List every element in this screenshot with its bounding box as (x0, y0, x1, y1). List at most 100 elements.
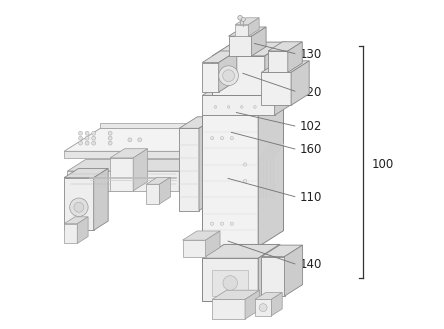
Polygon shape (262, 245, 303, 257)
Polygon shape (275, 82, 296, 115)
Polygon shape (67, 160, 197, 171)
Circle shape (108, 131, 112, 135)
Polygon shape (258, 99, 284, 247)
Polygon shape (202, 95, 275, 115)
Polygon shape (229, 27, 266, 36)
Polygon shape (255, 299, 271, 316)
Polygon shape (110, 158, 133, 191)
Circle shape (108, 136, 112, 140)
Polygon shape (291, 61, 309, 105)
Polygon shape (159, 177, 170, 204)
Circle shape (138, 138, 142, 142)
Circle shape (214, 106, 217, 108)
Polygon shape (202, 51, 237, 63)
Polygon shape (100, 123, 232, 128)
Polygon shape (212, 42, 286, 56)
Polygon shape (285, 245, 303, 296)
Polygon shape (248, 18, 259, 36)
Polygon shape (133, 149, 148, 191)
Polygon shape (219, 51, 237, 92)
Circle shape (238, 15, 242, 20)
Text: 160: 160 (299, 143, 322, 156)
Polygon shape (64, 128, 232, 151)
Text: 110: 110 (299, 191, 322, 204)
Circle shape (79, 141, 83, 145)
Polygon shape (265, 42, 286, 95)
Polygon shape (64, 151, 196, 158)
Polygon shape (262, 72, 291, 105)
Circle shape (243, 179, 247, 183)
Polygon shape (64, 224, 77, 243)
Polygon shape (229, 36, 252, 56)
Circle shape (254, 106, 256, 108)
Polygon shape (262, 61, 309, 72)
Circle shape (70, 198, 88, 216)
Polygon shape (268, 42, 302, 51)
Circle shape (210, 137, 214, 140)
Polygon shape (268, 51, 288, 72)
Polygon shape (235, 25, 248, 36)
Circle shape (219, 66, 238, 86)
Text: 130: 130 (299, 48, 321, 61)
Polygon shape (182, 240, 206, 257)
Polygon shape (199, 117, 217, 211)
Polygon shape (147, 184, 159, 204)
Polygon shape (245, 290, 259, 319)
Polygon shape (64, 168, 108, 178)
Polygon shape (202, 63, 219, 92)
Circle shape (85, 136, 89, 140)
Polygon shape (202, 99, 284, 115)
Polygon shape (258, 244, 280, 301)
Polygon shape (212, 290, 259, 299)
Circle shape (79, 131, 83, 135)
Circle shape (227, 106, 230, 108)
Polygon shape (182, 231, 220, 240)
Text: 120: 120 (299, 86, 322, 99)
Polygon shape (179, 128, 199, 211)
Circle shape (85, 131, 89, 135)
Circle shape (230, 137, 234, 140)
Polygon shape (202, 82, 296, 95)
Polygon shape (206, 231, 220, 257)
Circle shape (108, 141, 112, 145)
Circle shape (210, 222, 214, 225)
Circle shape (223, 276, 238, 290)
Polygon shape (77, 217, 88, 243)
Polygon shape (64, 178, 94, 230)
Circle shape (92, 141, 95, 145)
Text: 140: 140 (299, 258, 322, 271)
Polygon shape (67, 171, 179, 191)
Polygon shape (212, 56, 265, 95)
Circle shape (242, 17, 246, 21)
Polygon shape (288, 42, 302, 72)
Polygon shape (202, 115, 258, 247)
Polygon shape (110, 149, 148, 158)
Circle shape (74, 202, 84, 212)
Circle shape (128, 138, 132, 142)
Circle shape (222, 70, 234, 82)
Circle shape (220, 137, 224, 140)
Text: 100: 100 (372, 158, 394, 171)
Polygon shape (202, 258, 258, 301)
Polygon shape (235, 18, 259, 25)
Polygon shape (64, 217, 88, 224)
Circle shape (85, 141, 89, 145)
Polygon shape (271, 292, 282, 316)
Polygon shape (262, 257, 285, 296)
Circle shape (92, 131, 95, 135)
Polygon shape (94, 168, 108, 230)
Circle shape (79, 136, 83, 140)
Circle shape (259, 304, 267, 312)
Polygon shape (212, 299, 245, 319)
Circle shape (243, 163, 247, 166)
Text: 102: 102 (299, 120, 322, 133)
Circle shape (240, 106, 243, 108)
Circle shape (230, 222, 234, 225)
Circle shape (92, 136, 95, 140)
Polygon shape (252, 27, 266, 56)
Polygon shape (179, 117, 217, 128)
Circle shape (220, 222, 224, 225)
Polygon shape (147, 177, 170, 184)
Polygon shape (255, 292, 282, 299)
Polygon shape (179, 160, 197, 191)
